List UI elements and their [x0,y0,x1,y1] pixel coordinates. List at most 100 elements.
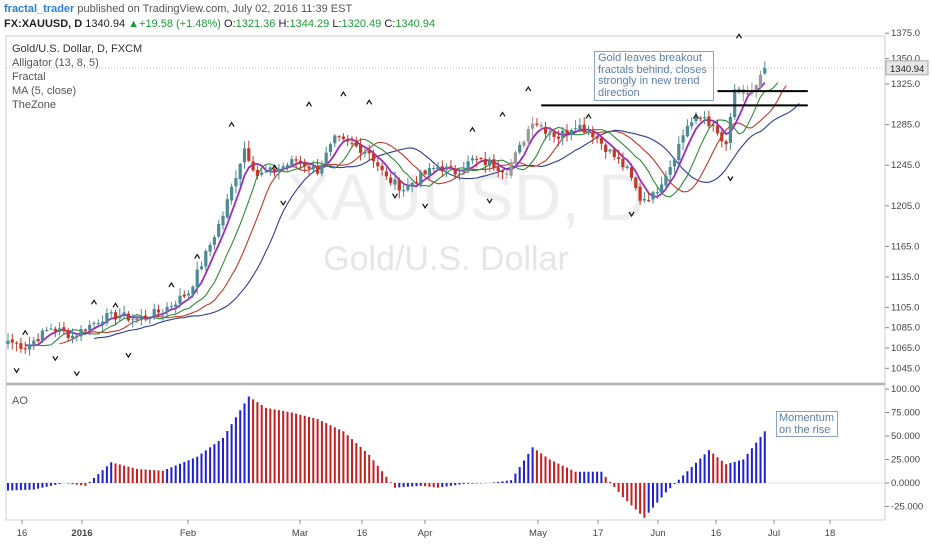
candle [466,155,470,174]
candle [178,288,182,308]
candle [728,113,732,150]
candle-body [668,167,672,175]
candle-body [406,184,410,191]
fractal-up-marker [194,253,201,259]
candle-body [479,158,483,160]
x-tick-label: Apr [418,528,433,539]
annotation-box-momentum: Momentum on the rise [776,411,838,437]
fractal-up-marker [112,302,119,308]
candle [208,242,212,257]
candle [758,70,763,90]
candle [500,169,505,179]
y-tick-label: 1135.0 [891,272,919,283]
fractal-up-marker [735,33,743,39]
candle [664,171,668,190]
candle-body [139,316,143,321]
candle-body [217,223,221,237]
ao-y-tick-label: 75.000 [891,408,920,419]
candle-body [285,164,290,168]
candle-body [195,269,199,288]
candle-body [402,189,406,192]
candle [182,290,186,299]
author-link[interactable]: fractal_trader [4,3,75,15]
x-tick-label: Mar [292,528,308,539]
candle-body [204,251,208,267]
candle-body [617,157,621,159]
candle-body [703,117,707,119]
candle [324,146,328,167]
candle [285,162,290,171]
candle [165,302,169,317]
candle [139,308,143,326]
candle-body [156,309,161,313]
candle-body [500,170,505,173]
candle-body [715,125,720,134]
candle [298,156,302,171]
candle-body [316,166,320,174]
candle-body [346,139,350,142]
candle [247,140,251,163]
candle-body [247,148,251,161]
candle-body [32,340,36,346]
candle [724,139,728,151]
fractal-down-marker [727,176,734,182]
candle [690,117,694,130]
header: fractal_trader published on TradingView.… [0,0,932,32]
candle-body [720,132,724,142]
candle-body [586,132,591,134]
candle [685,119,689,138]
candle-body [27,344,32,350]
candle-body [647,200,651,202]
candle [242,141,247,169]
candle-body [505,173,509,175]
candle-body [457,173,462,175]
candle [92,321,96,328]
candle-body [58,328,62,333]
candle [148,316,152,325]
candle-body [324,152,328,164]
candle-body [625,166,629,168]
candle [6,333,10,349]
candle-body [660,184,664,193]
candle [475,155,479,168]
candle [346,134,350,147]
candle-body [763,67,767,74]
candle [40,328,44,344]
candle-body [66,330,70,339]
candle [363,148,367,158]
candle-body [548,133,552,135]
candle-body [526,129,530,142]
x-tick-label: Jul [768,528,780,539]
candle [217,219,221,239]
x-tick-label: Feb [180,528,196,539]
candle-body [574,128,578,130]
candle [131,314,135,328]
candle [647,192,651,203]
candle [496,160,500,178]
candle [423,169,427,176]
candle [449,160,453,169]
candle [307,163,311,176]
ao-y-tick-label: 50.000 [891,431,920,442]
candle-body [264,171,268,173]
candle [113,309,118,325]
candle-body [49,328,53,330]
candle [591,126,595,145]
up-arrow-icon: ▲ [128,18,140,30]
candle [436,161,440,171]
candle [672,157,677,173]
x-tick-label: Jun [650,528,665,539]
candle-body [595,136,599,139]
x-tick-label: 16 [711,528,722,539]
candle [513,150,517,166]
candle [445,163,449,178]
candle-body [556,136,560,139]
ao-y-tick-label: -25.000 [891,502,923,513]
y-tick-label: 1350.0 [891,54,920,65]
candle-body [707,116,711,127]
candle [316,159,320,176]
candle [45,326,49,332]
x-tick-label: 17 [593,528,604,539]
